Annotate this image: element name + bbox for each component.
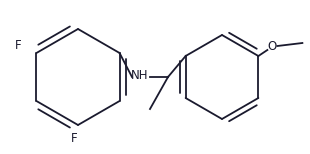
Text: F: F <box>15 38 22 51</box>
Text: NH: NH <box>131 69 149 81</box>
Text: O: O <box>268 39 277 53</box>
Text: F: F <box>71 132 77 146</box>
